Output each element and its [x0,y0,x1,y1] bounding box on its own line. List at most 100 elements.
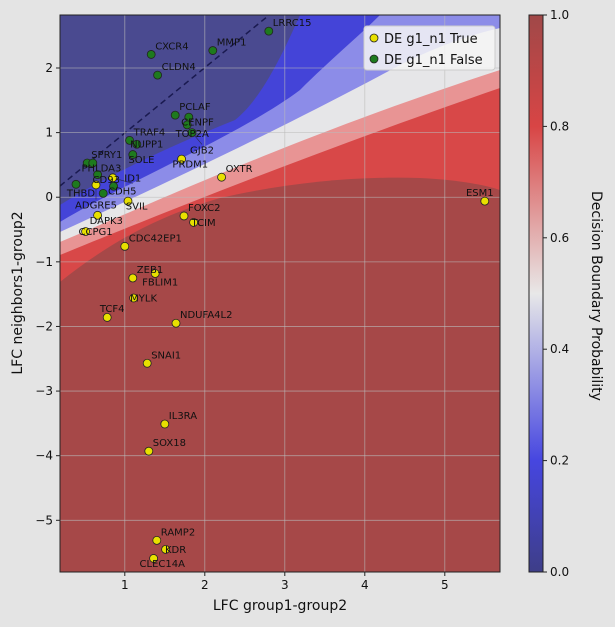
y-tick-label: 0 [45,190,53,204]
data-point [128,273,138,283]
data-point [81,227,90,236]
y-tick-label: −3 [35,384,53,398]
colorbar: 0.0 0.2 0.4 0.6 0.8 1.0 Decision Boundary Pro… [528,8,604,579]
data-point [102,313,112,322]
point-label: LRRC15 [273,18,312,29]
legend-box [363,25,496,71]
colorbar-tick-label: 1.0 [550,8,569,22]
data-point [160,419,170,429]
data-point [153,70,163,80]
legend-marker-false [369,54,379,64]
point-label: TRAF4 [133,127,166,138]
point-label: PCLAF [179,102,211,113]
colorbar-tick-label: 0.8 [550,119,569,133]
data-point [149,554,159,563]
data-point [217,172,227,182]
data-point [98,188,108,198]
x-tick-label: 2 [201,578,209,592]
y-tick-label: −2 [35,319,53,333]
point-label: SOLE [128,155,154,166]
band-p6 [60,177,500,572]
colorbar-tick-label: 0.6 [550,231,569,245]
points [71,26,490,563]
data-point [177,154,187,164]
data-point [93,210,102,220]
legend-marker-true [369,33,379,43]
point-label: ZEB1 [137,265,163,276]
point-label: ADGRE5 [75,200,117,211]
x-tick-label: 5 [441,578,449,592]
point-label: CD93 [93,175,120,186]
point-label: RAMP2 [161,527,195,538]
data-point [120,241,130,251]
point-label: ESM1 [466,188,494,199]
point-label: CCPG1 [79,227,113,238]
point-label: CDH5 [108,187,137,198]
point-label: KDR [165,545,186,556]
colorbar-ticks: 0.0 0.2 0.4 0.6 0.8 1.0 [543,8,569,579]
point-label: DAPK3 [90,216,123,227]
plot-frame [59,14,501,573]
data-point [128,150,138,159]
point-label: IL3RA [169,411,197,422]
point-label: CLEC14A [140,559,186,570]
data-point [182,120,192,130]
x-tick-label: 1 [121,578,129,592]
data-point [179,211,189,221]
data-point [71,179,81,189]
colorbar-tick-label: 0.4 [550,342,569,356]
data-point [161,544,171,554]
point-label: CENPF [181,118,214,129]
point-label: FOXC2 [188,203,220,214]
point-label: ID1 [124,173,141,184]
data-point [108,173,118,183]
point-label: SNAI1 [151,350,181,361]
data-point [142,358,152,368]
point-label: PRDM1 [172,160,208,171]
data-point [187,128,197,138]
point-label: PHLDA3 [82,163,122,174]
colorbar-gradient [528,14,544,573]
point-label: SVIL [126,202,148,213]
probability-background [60,15,500,572]
data-point [152,535,162,545]
data-point [91,180,101,190]
point-label: NUPP1 [130,140,163,151]
data-point [150,269,160,278]
point-label: THBD [66,188,95,199]
point-label: GJB2 [190,145,214,156]
point-label: CDC42EP1 [129,233,182,244]
x-tick-label: 4 [361,578,369,592]
data-point [125,135,135,145]
y-tick-label: −4 [35,449,53,463]
point-label: SPRY1 [91,150,122,161]
data-point [170,110,180,120]
data-point [132,139,142,149]
axes: 1 2 3 4 5 2 1 0 −1 −2 −3 −4 −5 [35,61,448,592]
y-tick-label: 2 [45,61,53,75]
x-tick-label: 3 [281,578,289,592]
x-axis-label: LFC group1-group2 [213,598,347,614]
legend-label-true: DE g1_n1 True [384,32,478,47]
legend-label-false: DE g1_n1 False [384,53,483,68]
data-point [208,46,218,55]
data-point [264,26,274,36]
point-label: TCIM [191,218,216,229]
colorbar-tick-label: 0.2 [550,454,569,468]
y-tick-label: 1 [45,126,53,140]
data-point [129,293,139,303]
point-label: TOP2A [175,129,209,140]
data-point [146,50,156,59]
data-point [171,318,181,328]
point-label: MMP1 [217,38,247,49]
y-tick-label: −1 [35,255,53,269]
colorbar-tick-label: 0.0 [550,565,569,579]
y-axis-label: LFC neighbors1-group2 [10,211,26,374]
data-point [123,196,133,206]
data-point [93,170,102,180]
grid [60,15,500,572]
point-label: SOX18 [153,438,186,449]
point-label: CXCR4 [155,41,188,52]
